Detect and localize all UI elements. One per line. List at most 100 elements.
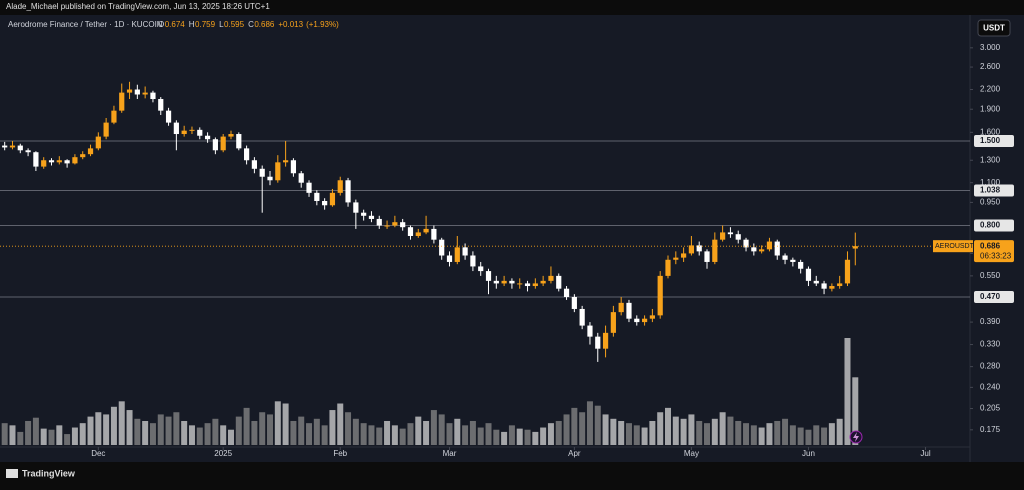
volume-bar	[282, 403, 289, 445]
candle-body	[618, 302, 624, 313]
candle-body	[314, 192, 320, 201]
volume-bar	[415, 416, 422, 445]
volume-bar	[586, 401, 593, 445]
volume-bar	[48, 429, 55, 445]
volume-bar	[40, 428, 47, 445]
candle-body	[329, 192, 336, 206]
candle-body	[712, 239, 718, 262]
volume-bar	[64, 434, 71, 445]
y-tick-label: 0.390	[980, 317, 1001, 326]
candle-body	[283, 160, 289, 163]
publisher: Alade_Michael published on TradingView.c…	[6, 2, 270, 11]
flash-glyph	[853, 432, 859, 442]
candle-body	[298, 173, 304, 183]
candle-body	[64, 160, 70, 164]
candle-body	[158, 99, 164, 111]
volume-bar	[313, 418, 320, 445]
volume-bar	[17, 431, 24, 445]
candle-body	[774, 241, 780, 256]
volume-bar	[56, 425, 63, 445]
candle-body	[197, 129, 203, 136]
volume-bar	[743, 423, 750, 445]
volume-bar	[446, 423, 453, 445]
candle-body	[384, 225, 390, 227]
candle-body	[165, 110, 172, 123]
volume-bar	[1, 423, 8, 445]
currency[interactable]: USDT	[983, 24, 1005, 33]
volume-bar	[508, 425, 515, 445]
volume-bar	[220, 425, 227, 445]
candle-body	[595, 336, 601, 349]
candle-body	[470, 255, 476, 267]
candle-body	[579, 308, 585, 326]
candle-body	[322, 200, 328, 206]
volume-bar	[142, 420, 149, 445]
volume-bar	[844, 338, 851, 445]
volume-bar	[493, 429, 500, 445]
candle-body	[337, 180, 343, 193]
volume-bar	[204, 423, 211, 445]
volume-bar	[290, 420, 297, 445]
ohlc-value: 0.686	[254, 20, 275, 29]
volume-bar	[532, 431, 539, 445]
volume-bar	[696, 420, 703, 445]
volume-bar	[157, 414, 164, 445]
candle-body	[407, 227, 414, 236]
volume-bar	[25, 420, 32, 445]
volume-bar	[110, 406, 117, 445]
volume-bar	[71, 427, 78, 445]
volume-bar	[149, 423, 156, 445]
volume-bar	[625, 423, 632, 445]
volume-bar	[430, 410, 437, 445]
candle-body	[852, 246, 858, 249]
candle-body	[9, 145, 16, 148]
candle-body	[798, 261, 804, 269]
volume-bar	[758, 427, 765, 445]
volume-bar	[805, 429, 812, 445]
marks: 3.000 2.600 2.200 1.900 1.600 1.300 1.100 0.950…	[0, 43, 1014, 458]
candle-body	[228, 134, 234, 137]
candle-body	[602, 332, 609, 349]
y-tick-label: 1.100	[980, 178, 1001, 187]
candle-body	[626, 302, 632, 319]
candle-body	[735, 234, 741, 240]
volume-bar	[657, 412, 664, 445]
candle-body	[829, 286, 835, 289]
volume-bar	[173, 412, 180, 445]
candle-body	[587, 325, 593, 337]
volume-bar	[852, 377, 859, 445]
volume-bar	[563, 414, 570, 445]
ohlc: O 0.674 H 0.759 L 0.595 C 0.686 +0.013 (+1.93%)	[158, 20, 339, 29]
ohlc-key: L	[219, 20, 224, 29]
volume-bar	[376, 427, 383, 445]
last-price-label: 0.686	[980, 241, 1001, 250]
volume-bar	[391, 425, 398, 445]
candle-body	[439, 239, 445, 256]
candle-body	[657, 275, 663, 316]
candle-body	[641, 318, 648, 323]
volume-bar	[243, 407, 250, 445]
volume-bar	[828, 423, 835, 445]
brand: TradingView	[22, 468, 76, 478]
candle-body	[345, 180, 351, 203]
y-tick-label: 0.550	[980, 271, 1001, 280]
volume-bar	[227, 429, 234, 445]
candle-body	[634, 318, 640, 323]
candle-body	[134, 89, 140, 95]
candle-body	[524, 283, 531, 287]
volume-bar	[337, 403, 344, 445]
candle-body	[2, 145, 8, 148]
volume-bar	[360, 423, 367, 445]
candle-body	[33, 152, 39, 167]
candle-body	[493, 280, 499, 284]
currency-button[interactable]	[977, 19, 1011, 37]
volume-bar	[407, 423, 414, 445]
candle-body	[821, 283, 827, 289]
candle-body	[173, 122, 179, 135]
candle-body	[673, 257, 679, 260]
volume-bar	[774, 420, 781, 445]
symbol: Aerodrome Finance / Tether · 1D · KUCOIN	[8, 20, 163, 29]
volume-bar	[165, 416, 172, 445]
volume-bar	[321, 425, 328, 445]
